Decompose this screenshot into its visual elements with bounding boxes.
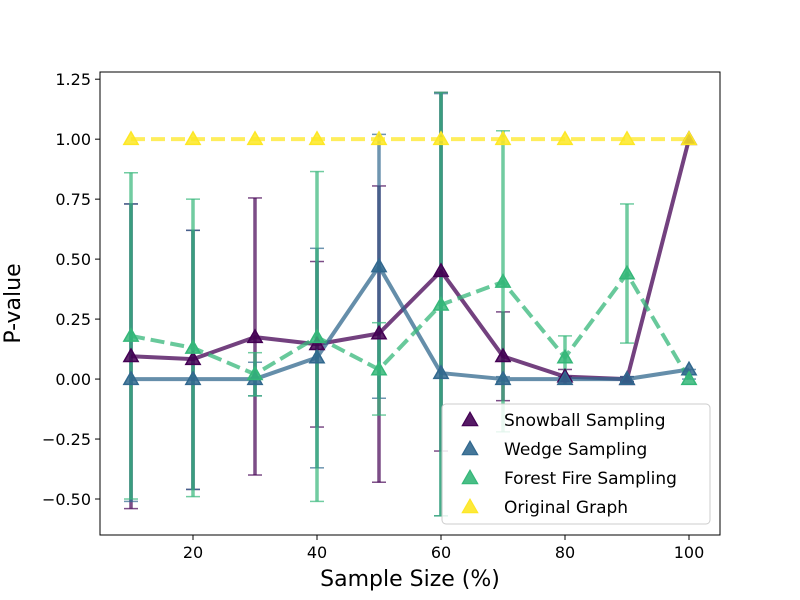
data-point	[370, 257, 388, 273]
data-point	[432, 295, 450, 311]
legend-label: Snowball Sampling	[504, 411, 666, 431]
data-point	[432, 364, 450, 380]
data-point	[122, 130, 140, 146]
data-point	[122, 347, 140, 363]
data-point	[246, 130, 264, 146]
data-point	[556, 348, 574, 364]
x-tick-label: 60	[431, 543, 451, 562]
data-point	[184, 339, 202, 354]
y-tick-label: −0.25	[42, 430, 91, 449]
series-line	[131, 264, 690, 382]
data-point	[432, 130, 450, 146]
data-point	[122, 370, 140, 386]
data-point	[370, 130, 388, 146]
data-point	[494, 347, 512, 363]
data-point	[618, 264, 636, 280]
y-tick-label: 0.00	[55, 370, 91, 389]
data-point	[246, 365, 264, 381]
series-line	[130, 138, 691, 382]
data-point	[184, 130, 202, 146]
y-tick-label: 0.50	[55, 250, 91, 269]
series-lines	[130, 137, 691, 382]
data-point	[494, 370, 512, 386]
x-tick-label: 80	[555, 543, 575, 562]
data-point	[680, 370, 698, 386]
series-line	[130, 271, 691, 381]
x-tick-label: 100	[674, 543, 705, 562]
data-point	[370, 360, 388, 376]
legend-marker	[461, 410, 479, 427]
y-tick-label: −0.50	[42, 490, 91, 509]
data-point	[308, 130, 326, 146]
series-markers	[122, 130, 698, 386]
data-point	[618, 370, 636, 386]
data-point	[308, 348, 326, 364]
y-axis: −0.50 −0.25 0.00 0.25 0.50 0.75 1.00 1.25	[42, 70, 100, 509]
data-point	[432, 262, 450, 278]
data-point	[122, 327, 140, 342]
legend-marker	[461, 497, 479, 514]
x-tick-label: 20	[183, 543, 203, 562]
y-tick-label: 0.25	[55, 310, 91, 329]
data-point	[556, 130, 574, 146]
x-axis-title: Sample Size (%)	[320, 567, 500, 592]
data-point	[618, 130, 636, 146]
x-axis: 20 40 60 80 100	[183, 535, 704, 562]
data-point	[246, 328, 264, 344]
plot-frame	[99, 71, 721, 536]
data-point	[184, 350, 202, 366]
legend-label: Wedge Sampling	[504, 440, 647, 460]
legend-label: Forest Fire Sampling	[504, 469, 677, 489]
y-tick-label: 1.00	[55, 130, 91, 149]
y-tick-label: 0.75	[55, 190, 91, 209]
legend-marker	[461, 439, 479, 456]
data-point	[370, 324, 388, 340]
y-axis-title: P-value	[1, 263, 26, 343]
data-point	[556, 370, 574, 386]
data-point	[680, 130, 698, 146]
legend-label: Original Graph	[504, 498, 628, 518]
data-point	[494, 273, 512, 288]
legend-frame	[441, 403, 711, 525]
data-point	[184, 370, 202, 386]
data-point	[494, 130, 512, 146]
legend: Snowball Sampling Wedge Sampling Forest Fi…	[441, 403, 711, 525]
y-tick-label: 1.25	[55, 70, 91, 89]
data-point	[308, 328, 326, 344]
x-tick-label: 40	[307, 543, 327, 562]
legend-marker	[461, 468, 479, 485]
